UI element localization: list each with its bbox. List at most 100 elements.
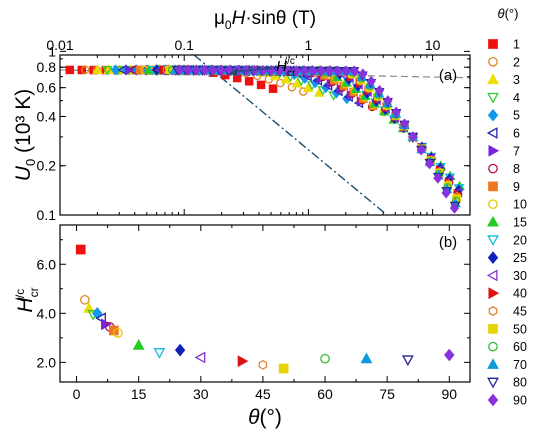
curve-point-theta-90: [300, 65, 310, 77]
curve-point-theta-3: [92, 64, 103, 74]
curve-point-theta-90: [316, 65, 326, 77]
curve-point-theta-5: [110, 64, 121, 76]
hcr-point-theta-30: [194, 351, 206, 364]
curve-point-theta-90: [399, 118, 410, 130]
curve-point-theta-90: [391, 106, 401, 118]
hcr-point-theta-10: [113, 328, 123, 338]
legend-marker-8: [488, 163, 498, 174]
hcr-point-theta-60: [320, 353, 330, 364]
legend-label-9: 9: [513, 180, 520, 194]
curve-point-theta-90: [325, 65, 335, 77]
legend-label-50: 50: [513, 322, 527, 336]
legend-label-70: 70: [513, 358, 527, 372]
legend-marker-40: [488, 287, 500, 300]
curve-point-theta-90: [383, 95, 393, 107]
curve-point-theta-90: [449, 202, 460, 214]
crossover-field-label: Hcr//c: [276, 56, 296, 79]
hcr-point-theta-1: [75, 244, 86, 255]
panel-a-left-tick-label: 0.2: [37, 158, 57, 174]
panel-a-top-tick-label: 10: [425, 37, 441, 53]
legend-marker-45: [488, 306, 498, 316]
curve-point-theta-90: [408, 131, 418, 143]
panel-a-top-tick-label: 0.01: [46, 37, 73, 53]
panel-b-x-tick-label: 30: [193, 386, 209, 402]
curve-point-theta-90: [283, 65, 293, 77]
curve-point-theta-90: [175, 64, 185, 76]
curve-point-theta-90: [208, 64, 218, 76]
hcr-point-theta-25: [174, 343, 186, 357]
panel-b-y-tick-label: 2.0: [37, 354, 57, 370]
top-axis-title: μ0H·sinθ (T): [214, 8, 316, 32]
panel-a-label: (a): [439, 67, 457, 84]
legend-marker-20: [487, 235, 499, 246]
panel-a-left-tick-label: 1: [48, 43, 56, 59]
legend-label-10: 10: [513, 198, 527, 212]
legend-label-20: 20: [513, 233, 527, 247]
curve-point-theta-90: [366, 75, 376, 87]
panel-b-y-tick-label: 6.0: [37, 256, 57, 272]
legend-label-15: 15: [513, 216, 527, 230]
panel-b-x-tick-label: 15: [131, 386, 147, 402]
panel-a-left-tick-label: 0.6: [37, 80, 57, 96]
curve-point-theta-90: [433, 172, 443, 184]
curve-point-theta-2: [81, 65, 90, 75]
curve-point-theta-1: [256, 80, 266, 90]
legend-marker-1: [488, 39, 498, 49]
legend-label-6: 6: [513, 127, 520, 141]
panel-b-label: (b): [439, 234, 457, 251]
legend-label-40: 40: [513, 287, 527, 301]
legend-label-80: 80: [513, 376, 527, 390]
hcr-point-theta-50: [278, 363, 289, 374]
panel-a-plot: 0.01 0.1 1 100.10.20.40.60.81 (a) Hcr//c: [37, 37, 471, 223]
legend-label-60: 60: [513, 340, 527, 354]
hcr-point-theta-80: [401, 355, 414, 367]
crossover-arrow: [234, 67, 273, 73]
legend-label-2: 2: [513, 55, 520, 69]
curve-point-theta-90: [216, 64, 226, 76]
legend-marker-90: [487, 393, 499, 407]
hcr-point-theta-40: [237, 355, 249, 368]
legend-marker-2: [488, 56, 498, 67]
curve-point-theta-90: [200, 64, 210, 76]
curve-point-theta-90: [308, 65, 318, 77]
hcr-point-theta-70: [360, 352, 373, 364]
panel-b-x-tick-label: 45: [255, 386, 271, 402]
legend-marker-70: [487, 358, 499, 369]
legend-marker-5: [487, 108, 499, 122]
legend-title: θ(°): [498, 6, 519, 21]
legend-marker-4: [487, 92, 499, 104]
legend-label-90: 90: [513, 394, 527, 408]
curve-point-theta-90: [374, 84, 385, 96]
panel-a-frame: [59, 54, 471, 216]
legend-label-45: 45: [513, 305, 527, 319]
panel-a-left-tick-label: 0.4: [37, 108, 57, 124]
curve-point-theta-90: [349, 65, 360, 77]
curve-point-theta-90: [183, 64, 193, 76]
panel-b-x-tick-label: 0: [73, 386, 81, 402]
panel-b-x-tick-label: 60: [317, 386, 333, 402]
hcr-point-theta-6: [95, 312, 106, 325]
legend-marker-9: [488, 181, 498, 192]
legend-marker-3: [487, 73, 499, 85]
curve-point-theta-90: [291, 65, 301, 77]
legend-marker-10: [488, 199, 498, 210]
legend-marker-6: [486, 127, 498, 139]
panel-a-top-tick-label: 1: [305, 37, 313, 53]
legend-label-3: 3: [513, 73, 520, 87]
panel-a-left-tick-label: 0.8: [37, 59, 57, 75]
legend-label-5: 5: [513, 109, 520, 123]
legend-marker-7: [488, 144, 500, 157]
curve-point-theta-1: [268, 84, 278, 93]
curve-point-theta-3: [302, 82, 314, 92]
curve-point-theta-90: [191, 64, 201, 76]
curve-point-theta-90: [333, 65, 343, 77]
hcr-point-theta-90: [444, 348, 455, 362]
hcr-point-theta-20: [153, 348, 166, 359]
legend-label-25: 25: [513, 251, 527, 265]
legend-marker-50: [488, 323, 498, 334]
legend-label-7: 7: [513, 144, 520, 158]
curve-point-theta-3: [280, 73, 292, 84]
legend-label-4: 4: [513, 91, 520, 105]
panel-a-y-axis-title: U0 (10³ K): [12, 89, 38, 181]
